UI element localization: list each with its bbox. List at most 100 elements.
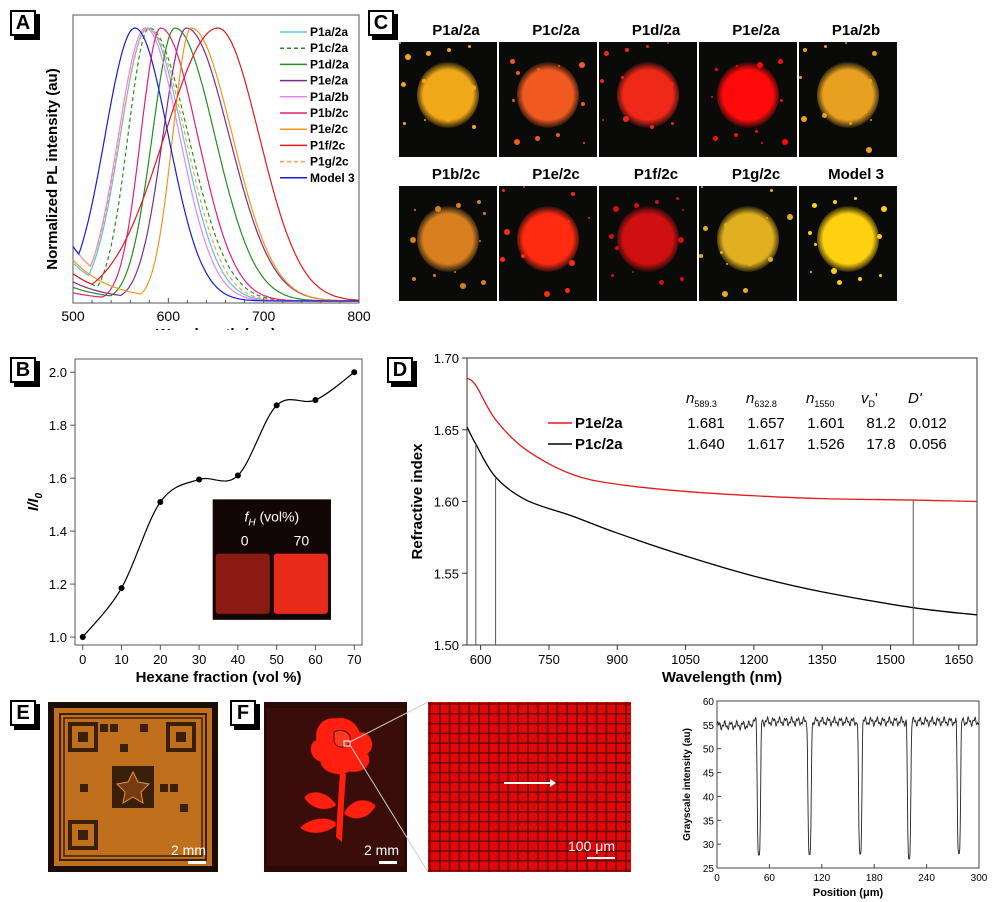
fit-line	[82, 371, 355, 638]
series-line	[466, 426, 978, 616]
inset-label: 0	[241, 532, 249, 548]
powder-speck	[644, 113, 649, 118]
powder-speck	[678, 237, 684, 243]
powder-speck	[621, 76, 624, 79]
legend-label: P1f/2c	[310, 138, 346, 152]
powder-speck	[872, 51, 877, 56]
powder-speck	[556, 133, 560, 137]
powder-speck	[481, 280, 486, 285]
x-tick-label: 900	[606, 652, 628, 667]
legend-label: P1a/2b	[310, 90, 349, 104]
powder-speck	[539, 108, 545, 114]
powder-speck	[514, 139, 520, 145]
y-tick-label: 45	[703, 769, 715, 780]
y-axis-label: Grayscale intensity (au)	[682, 728, 693, 841]
powder-speck	[743, 288, 748, 293]
powder-speck	[780, 99, 783, 102]
legend-label: P1c/2a	[310, 41, 348, 55]
powder-speck	[583, 142, 585, 144]
qr-finder-center	[176, 732, 186, 742]
legend-label: P1e/2a	[575, 415, 623, 432]
x-tick-label: 70	[347, 652, 361, 667]
powder-speck	[854, 197, 857, 200]
powder-speck	[799, 76, 802, 79]
powder-speck	[512, 99, 515, 102]
photo-title: P1g/2c	[731, 166, 781, 183]
grid-micrograph: 100 μm	[428, 702, 631, 872]
data-point	[79, 634, 86, 641]
powder-speck	[525, 226, 530, 231]
zoom-connector-lines	[349, 701, 429, 873]
x-tick-label: 600	[157, 308, 181, 324]
powder-speck	[655, 200, 659, 204]
powder-pile	[517, 62, 579, 128]
powder-speck	[768, 257, 773, 262]
y-tick-label: 60	[703, 697, 715, 708]
powder-photo	[699, 42, 797, 157]
qr-module	[170, 784, 178, 792]
powder-speck	[826, 85, 832, 91]
powder-photo	[399, 186, 497, 301]
grayscale-profile-chart: 0 60 120 180 240 300 25 30 35 40 45 50 55 60 Position …	[682, 697, 988, 899]
powder-photo	[599, 186, 697, 301]
powder-speck	[588, 217, 590, 219]
table-cell: 1.617	[747, 436, 785, 453]
data-point	[351, 369, 358, 376]
powder-speck	[428, 91, 431, 94]
scale-bar	[379, 861, 397, 864]
powder-pile	[817, 62, 879, 128]
data-point	[157, 499, 164, 505]
y-tick-label: 1.4	[49, 524, 67, 539]
powder-speck	[537, 68, 540, 71]
scale-bar-label: 2 mm	[364, 842, 399, 858]
qr-border	[63, 717, 203, 857]
x-tick-label: 10	[114, 652, 128, 667]
powder-speck	[680, 277, 684, 281]
powder-speck	[736, 65, 738, 67]
table-header: vD'	[861, 390, 878, 409]
x-tick-label: 180	[866, 873, 883, 884]
refractive-index-chart: 600 750 900 1050 1200 1350 1500 1650 1.50 1.55 1.6…	[409, 351, 978, 685]
powder-pile	[417, 206, 479, 272]
powder-speck	[745, 220, 748, 223]
x-tick-label: 60	[764, 873, 776, 884]
y-tick-label: 2.0	[49, 365, 67, 380]
powder-photo	[499, 186, 597, 301]
x-tick-label: 30	[192, 652, 206, 667]
powder-speck	[646, 45, 649, 48]
panel-label-b: B	[10, 357, 36, 383]
powder-speck	[803, 48, 807, 52]
powder-speck	[602, 119, 604, 121]
powder-speck	[604, 51, 609, 56]
x-tick-label: 1350	[808, 652, 837, 667]
powder-speck	[778, 59, 783, 64]
powder-speck	[812, 203, 817, 208]
y-tick-label: 1.70	[434, 351, 459, 366]
powder-speck	[701, 186, 703, 188]
powder-speck	[770, 189, 773, 192]
powder-speck	[403, 122, 406, 125]
panel-label-c: C	[368, 10, 394, 36]
panel-label-a: A	[10, 10, 36, 36]
series-line	[466, 377, 978, 503]
powder-speck	[856, 237, 862, 243]
powder-speck	[627, 88, 629, 90]
powder-speck	[472, 125, 476, 129]
powder-speck	[477, 200, 481, 204]
x-tick-label: 0	[714, 873, 720, 884]
y-axis-label: I/I0	[25, 493, 45, 512]
x-tick-label: 1200	[739, 652, 768, 667]
legend-label: P1c/2a	[575, 436, 623, 453]
powder-speck	[870, 119, 872, 121]
legend-label: P1a/2a	[310, 25, 348, 39]
series-line	[72, 27, 359, 302]
x-axis-label: Wavelength (nm)	[156, 326, 276, 330]
table-cell: 17.8	[866, 436, 895, 453]
qr-finder-center	[78, 830, 88, 840]
x-axis-label: Hexane fraction (vol %)	[136, 669, 302, 685]
legend-label: P1d/2a	[310, 57, 349, 71]
powder-speck	[720, 251, 723, 254]
powder-speck	[667, 42, 669, 44]
qr-code-photo: 2 mm	[48, 702, 218, 872]
powder-speck	[657, 240, 659, 242]
